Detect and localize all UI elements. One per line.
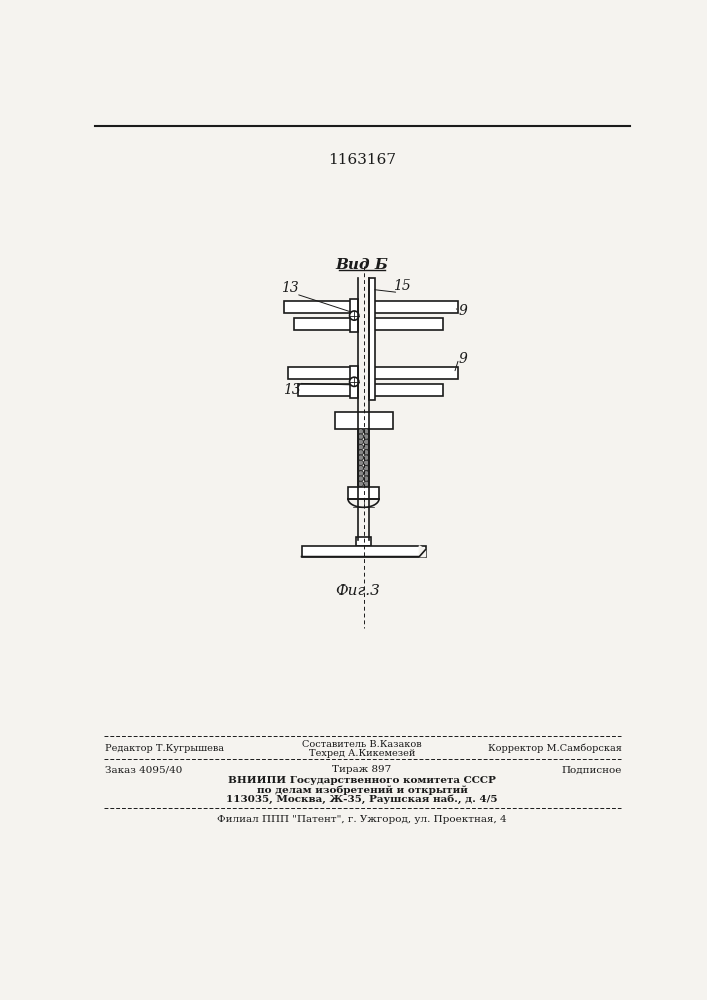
Text: Заказ 4095/40: Заказ 4095/40 (105, 765, 183, 774)
Circle shape (349, 377, 359, 386)
Text: Вид Б: Вид Б (336, 258, 388, 272)
Text: Подписное: Подписное (561, 765, 621, 774)
Bar (351, 299, 358, 332)
Text: 9: 9 (458, 352, 467, 366)
Bar (369, 301, 458, 313)
Circle shape (358, 455, 363, 460)
Bar (369, 384, 443, 396)
Circle shape (358, 465, 363, 471)
Text: Тираж 897: Тираж 897 (332, 765, 392, 774)
Text: Составитель В.Казаков: Составитель В.Казаков (302, 740, 422, 749)
Bar (356, 537, 371, 546)
Text: Техред А.Кикемезей: Техред А.Кикемезей (309, 749, 415, 758)
Bar (369, 367, 458, 379)
Circle shape (358, 476, 363, 481)
Circle shape (363, 476, 369, 481)
Circle shape (358, 444, 363, 450)
Bar (301, 546, 426, 557)
Text: 1163167: 1163167 (328, 153, 396, 167)
Text: 13: 13 (284, 382, 301, 396)
Text: 15: 15 (393, 279, 411, 293)
Circle shape (363, 471, 369, 476)
Circle shape (363, 434, 369, 439)
Text: ВНИИПИ Государственного комитета СССР: ВНИИПИ Государственного комитета СССР (228, 776, 496, 785)
Text: по делам изобретений и открытий: по делам изобретений и открытий (257, 785, 467, 795)
Circle shape (358, 481, 363, 487)
Circle shape (358, 471, 363, 476)
Bar (284, 301, 356, 313)
Polygon shape (419, 546, 426, 557)
Circle shape (349, 311, 359, 320)
Text: Редактор Т.Кугрышева: Редактор Т.Кугрышева (105, 744, 224, 753)
Bar (335, 412, 393, 429)
Circle shape (358, 450, 363, 455)
Text: Корректор М.Самборская: Корректор М.Самборская (488, 744, 621, 753)
Bar (348, 487, 379, 499)
Circle shape (363, 481, 369, 487)
Circle shape (358, 429, 363, 434)
Bar (369, 278, 375, 400)
Text: Фиг.3: Фиг.3 (336, 584, 380, 598)
Circle shape (363, 439, 369, 445)
Text: 13: 13 (281, 281, 299, 295)
Text: 113035, Москва, Ж-35, Раушская наб., д. 4/5: 113035, Москва, Ж-35, Раушская наб., д. … (226, 794, 498, 804)
Bar (293, 318, 356, 330)
Circle shape (358, 434, 363, 439)
Circle shape (363, 455, 369, 460)
Circle shape (363, 460, 369, 466)
Text: 9: 9 (458, 304, 467, 318)
Bar (351, 366, 358, 398)
Circle shape (363, 465, 369, 471)
Text: Филиал ППП "Патент", г. Ужгород, ул. Проектная, 4: Филиал ППП "Патент", г. Ужгород, ул. Про… (217, 815, 507, 824)
Circle shape (358, 460, 363, 466)
Bar (288, 367, 356, 379)
Circle shape (363, 450, 369, 455)
Bar (369, 318, 443, 330)
Circle shape (363, 444, 369, 450)
Circle shape (363, 429, 369, 434)
Circle shape (358, 439, 363, 445)
Bar (298, 384, 356, 396)
